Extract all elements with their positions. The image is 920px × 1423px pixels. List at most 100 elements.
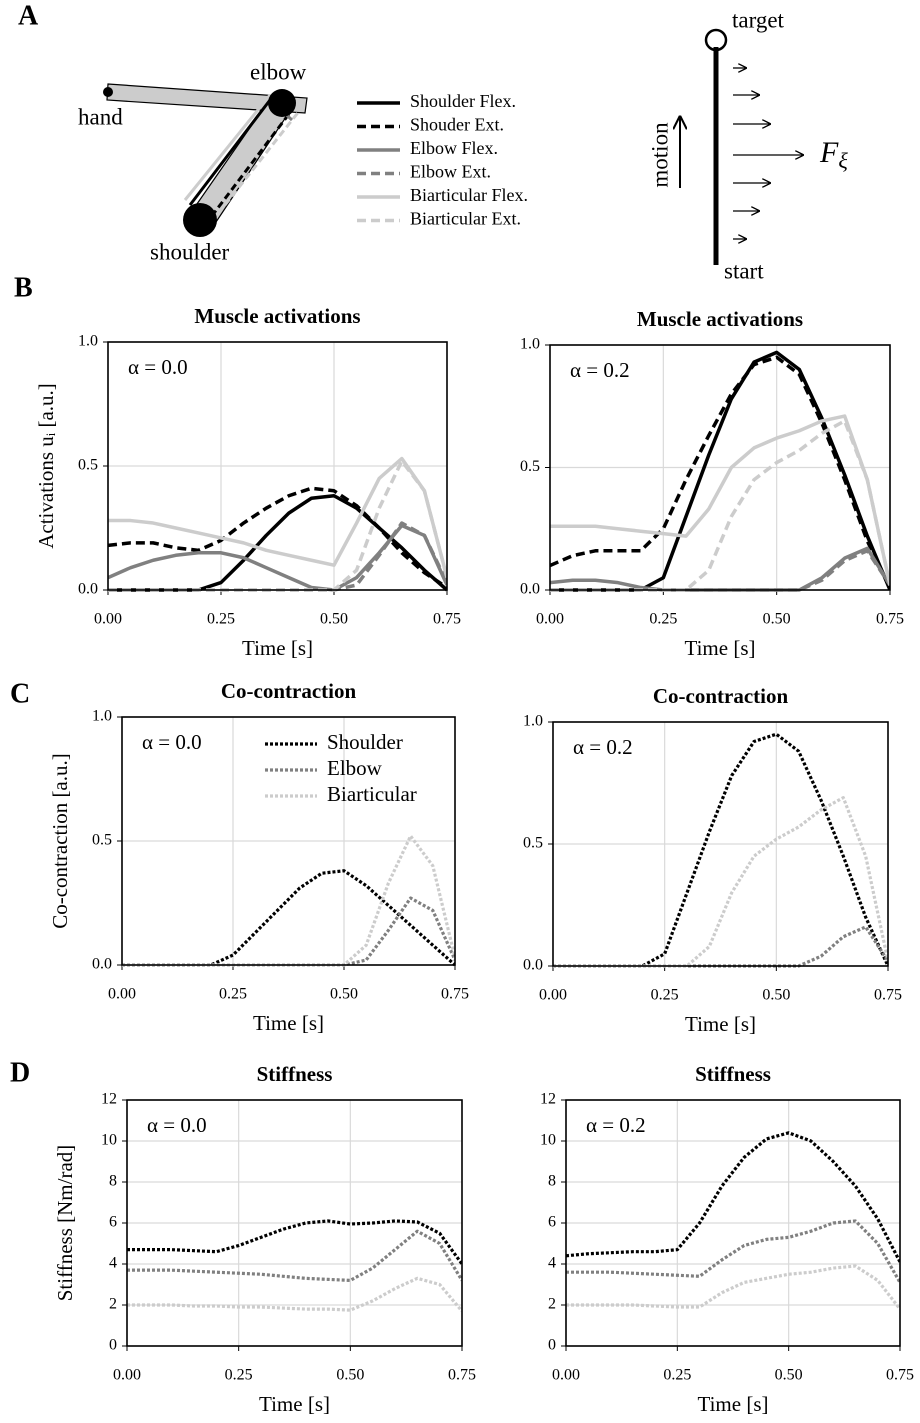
series-line	[550, 350, 890, 592]
annotation: α = 0.2	[573, 735, 633, 759]
series-line	[553, 732, 888, 968]
chart-title: Muscle activations	[194, 304, 360, 328]
y-tick-label: 4	[109, 1255, 117, 1272]
x-tick-label: 0.25	[651, 987, 679, 1004]
chart: Co-contraction Time [s] Co-contraction [a.…	[48, 679, 469, 1035]
y-tick-label: 8	[548, 1173, 556, 1190]
series-line	[566, 1219, 900, 1284]
y-tick-label: 0	[109, 1337, 117, 1354]
series-line	[108, 521, 447, 592]
axes-frame	[552, 721, 889, 967]
y-tick-label: 0	[548, 1337, 556, 1354]
chart: Stiffness Time [s] Stiffness [Nm/rad] 0.00 0…	[53, 1062, 476, 1416]
series-line	[553, 925, 888, 968]
legend-label: Biarticular Flex.	[410, 185, 528, 205]
force-subscript: ξ	[838, 148, 848, 173]
y-tick-label: 1.0	[523, 713, 543, 730]
x-tick-label: 0.00	[108, 986, 136, 1003]
series-line	[550, 546, 890, 592]
elbow-label: elbow	[250, 59, 307, 84]
y-tick-label: 4	[548, 1255, 556, 1272]
y-tick-label: 0.5	[523, 835, 543, 852]
series-line	[127, 1276, 462, 1313]
legend-label: Shoulder	[327, 730, 403, 754]
series-line	[550, 414, 890, 586]
y-tick-label: 0.0	[78, 581, 98, 598]
chart: Stiffness Time [s] 0.00 0.25 0.50 0.75 0 2 4 6 8 10…	[540, 1062, 914, 1416]
legend: Shoulder Flex. Shouder Ext. Elbow Flex. Elb…	[357, 91, 528, 229]
y-tick-label: 0.5	[92, 832, 112, 849]
hand-label: hand	[78, 104, 123, 129]
y-tick-label: 0.5	[78, 457, 98, 474]
chart: Co-contraction Time [s] 0.00 0.25 0.50 0.75 0.…	[523, 684, 902, 1036]
y-tick-label: 0.0	[92, 956, 112, 973]
legend-label: Elbow Flex.	[410, 138, 498, 158]
y-tick-label: 2	[109, 1296, 117, 1313]
y-tick-label: 10	[101, 1132, 117, 1149]
x-tick-label: 0.75	[886, 1367, 914, 1384]
chart: Muscle activations Time [s] 0.00 0.25 0.50 0.…	[520, 307, 904, 660]
x-tick-label: 0.75	[441, 986, 469, 1003]
shoulder-label: shoulder	[150, 239, 230, 264]
series-line	[127, 1229, 462, 1282]
target-label: target	[732, 7, 785, 32]
annotation: α = 0.2	[586, 1113, 646, 1137]
target-circle	[704, 28, 728, 52]
axes-frame	[565, 1099, 901, 1347]
y-tick-label: 12	[540, 1091, 556, 1108]
x-tick-label: 0.50	[336, 1367, 364, 1384]
panel-label: B	[14, 272, 33, 303]
x-tick-label: 0.00	[552, 1367, 580, 1384]
force-diagram: target start motion Fξ	[647, 7, 848, 283]
series-line	[566, 1131, 900, 1263]
y-tick-label: 12	[101, 1091, 117, 1108]
arm-diagram: hand elbow shoulder	[78, 59, 308, 264]
series-line	[122, 869, 455, 967]
chart-title: Stiffness	[257, 1062, 333, 1086]
series-line	[550, 549, 890, 592]
force-label: Fξ	[819, 136, 848, 173]
axes-frame	[121, 716, 456, 966]
x-tick-label: 0.75	[876, 611, 904, 628]
x-tick-label: 0.50	[775, 1367, 803, 1384]
chart-title: Stiffness	[695, 1062, 771, 1086]
muscle	[183, 94, 272, 201]
panel-label: A	[18, 0, 39, 31]
x-tick-label: 0.00	[539, 987, 567, 1004]
series-line	[108, 456, 447, 579]
x-axis-label: Time [s]	[253, 1011, 324, 1035]
series-line	[108, 486, 447, 589]
shoulder-joint	[183, 203, 217, 237]
legend-label: Elbow	[327, 756, 383, 780]
hand-point	[103, 87, 113, 97]
axes-frame	[126, 1099, 463, 1347]
y-tick-label: 1.0	[78, 333, 98, 350]
x-tick-label: 0.25	[207, 611, 235, 628]
chart: Muscle activations Time [s] Activations uᵢ…	[34, 304, 461, 660]
x-tick-label: 0.75	[433, 611, 461, 628]
motion-label: motion	[647, 122, 672, 188]
y-tick-label: 6	[109, 1214, 117, 1231]
chart-title: Co-contraction	[653, 684, 789, 708]
y-axis-label: Co-contraction [a.u.]	[48, 753, 72, 929]
axes-frame	[107, 341, 448, 591]
legend-label: Shoulder Flex.	[410, 91, 516, 111]
axes-frame	[549, 344, 891, 591]
chart-title: Co-contraction	[221, 679, 357, 703]
elbow-joint	[268, 89, 296, 117]
x-axis-label: Time [s]	[685, 636, 756, 660]
annotation: α = 0.0	[142, 730, 202, 754]
y-tick-label: 8	[109, 1173, 117, 1190]
legend-label: Shouder Ext.	[410, 115, 504, 135]
x-tick-label: 0.00	[536, 611, 564, 628]
series-line	[127, 1219, 462, 1265]
x-axis-label: Time [s]	[242, 636, 313, 660]
x-tick-label: 0.00	[94, 611, 122, 628]
legend-label: Biarticular	[327, 782, 417, 806]
annotation: α = 0.2	[570, 358, 630, 382]
x-tick-label: 0.00	[113, 1367, 141, 1384]
annotation: α = 0.0	[128, 355, 188, 379]
y-tick-label: 0.0	[520, 581, 540, 598]
x-axis-label: Time [s]	[259, 1392, 330, 1416]
series-line	[566, 1264, 900, 1311]
